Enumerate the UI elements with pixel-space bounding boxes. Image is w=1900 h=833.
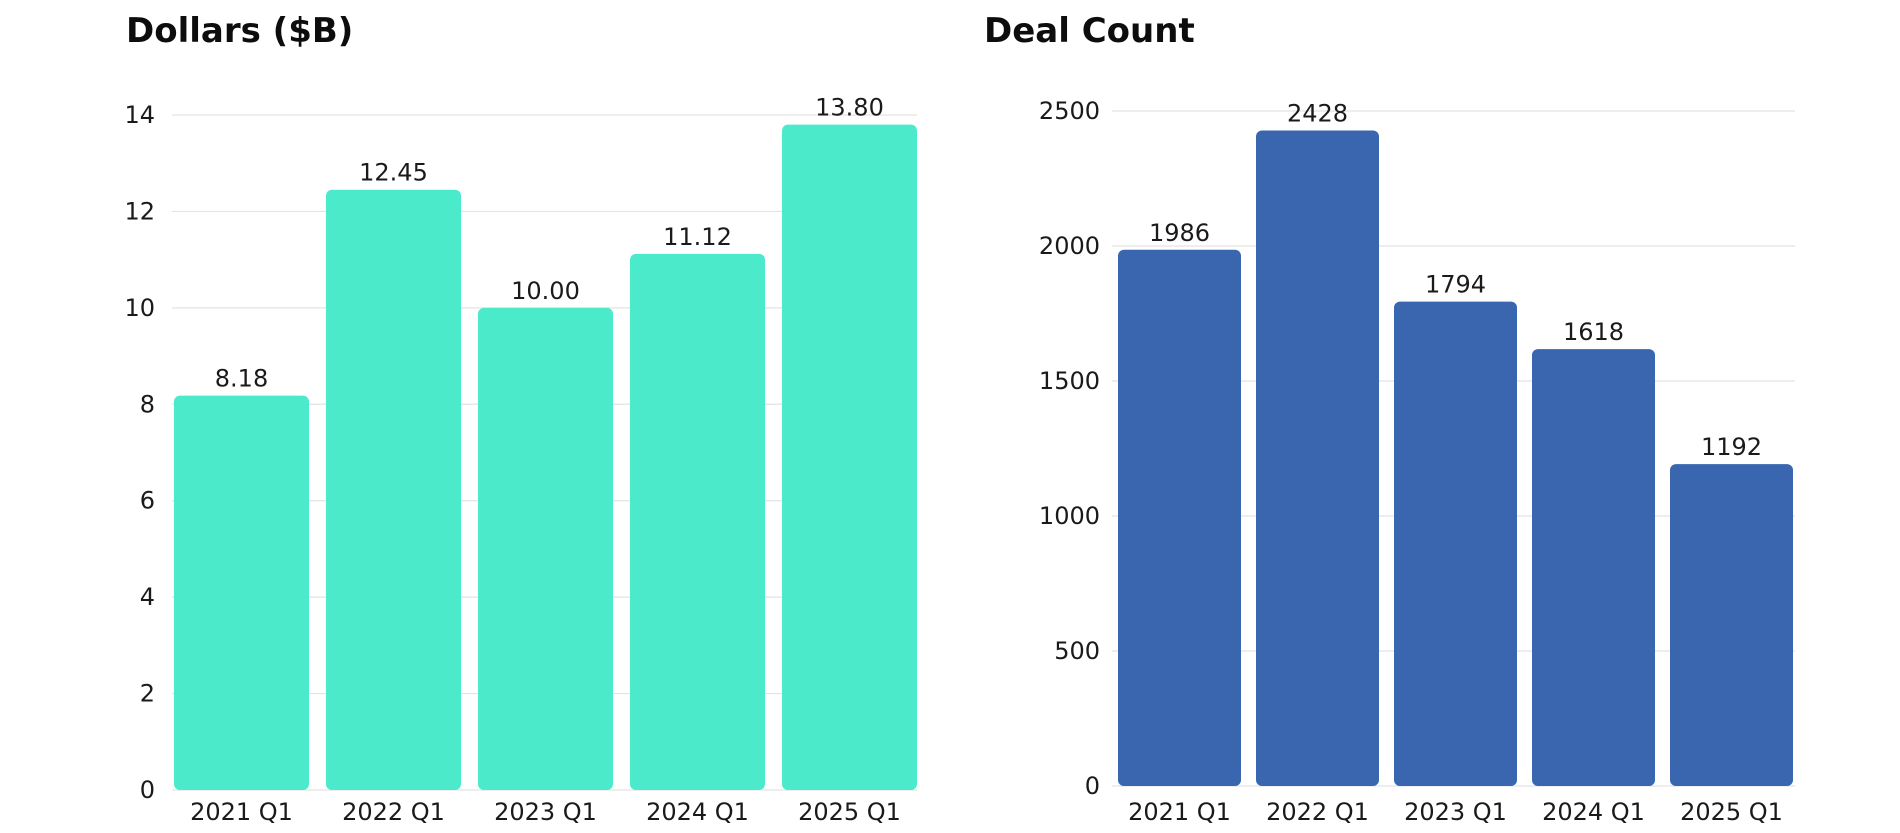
- dollars-y-tick-label: 14: [124, 101, 155, 129]
- dollars-y-tick-label: 4: [140, 583, 155, 611]
- dollars-bar: [782, 124, 917, 790]
- deal-count-bar-value-label: 1192: [1701, 433, 1762, 461]
- dollars-x-tick-label: 2022 Q1: [342, 798, 445, 826]
- deal-count-x-tick-label: 2021 Q1: [1128, 798, 1231, 826]
- dollars-bar: [174, 395, 309, 790]
- deal-count-y-tick-label: 2500: [1039, 97, 1100, 125]
- dollars-bar: [326, 189, 461, 790]
- deal-count-chart: Deal Count 0 500 1000 1500 2000 2500 1986 2021 …: [984, 11, 1795, 826]
- deal-count-bar-value-label: 2428: [1287, 99, 1348, 127]
- deal-count-bar: [1118, 249, 1241, 786]
- dollars-bar-value-label: 12.45: [359, 159, 428, 187]
- dollars-bar: [630, 253, 765, 790]
- deal-count-x-tick-label: 2023 Q1: [1404, 798, 1507, 826]
- deal-count-bar-value-label: 1986: [1149, 219, 1210, 247]
- dollars-x-tick-label: 2021 Q1: [190, 798, 293, 826]
- dollars-bar-value-label: 11.12: [663, 223, 732, 251]
- dollars-chart-title: Dollars ($B): [126, 11, 353, 51]
- deal-count-x-tick-label: 2022 Q1: [1266, 798, 1369, 826]
- dollars-x-tick-label: 2024 Q1: [646, 798, 749, 826]
- dollars-y-tick-label: 0: [140, 776, 155, 804]
- deal-count-y-tick-label: 1000: [1039, 502, 1100, 530]
- dollars-y-tick-label: 2: [140, 680, 155, 708]
- dollars-y-tick-label: 10: [124, 294, 155, 322]
- dollars-x-tick-label: 2025 Q1: [798, 798, 901, 826]
- deal-count-y-tick-label: 1500: [1039, 367, 1100, 395]
- deal-count-y-tick-label: 0: [1085, 772, 1100, 800]
- deal-count-bar: [1256, 130, 1379, 786]
- deal-count-y-tick-label: 2000: [1039, 232, 1100, 260]
- deal-count-x-tick-label: 2024 Q1: [1542, 798, 1645, 826]
- dollars-chart: Dollars ($B) 0 2 4 6 8 10 12 14 8.18 2021 Q1 12.45…: [124, 11, 917, 826]
- deal-count-bar: [1394, 301, 1517, 786]
- dollars-y-tick-label: 12: [124, 197, 155, 225]
- deal-count-bar-value-label: 1794: [1425, 271, 1486, 299]
- dollars-y-tick-label: 6: [140, 487, 155, 515]
- deal-count-x-tick-label: 2025 Q1: [1680, 798, 1783, 826]
- dollars-bar-value-label: 8.18: [215, 365, 268, 393]
- dollars-bar-value-label: 10.00: [511, 277, 580, 305]
- deal-count-y-tick-label: 500: [1054, 637, 1100, 665]
- deal-count-bar: [1532, 349, 1655, 786]
- deal-count-bar-value-label: 1618: [1563, 318, 1624, 346]
- deal-count-bar: [1670, 464, 1793, 786]
- dollars-y-tick-label: 8: [140, 390, 155, 418]
- dollars-bar: [478, 307, 613, 790]
- dollars-x-tick-label: 2023 Q1: [494, 798, 597, 826]
- dollars-bar-value-label: 13.80: [815, 94, 884, 122]
- deal-count-chart-title: Deal Count: [984, 11, 1195, 51]
